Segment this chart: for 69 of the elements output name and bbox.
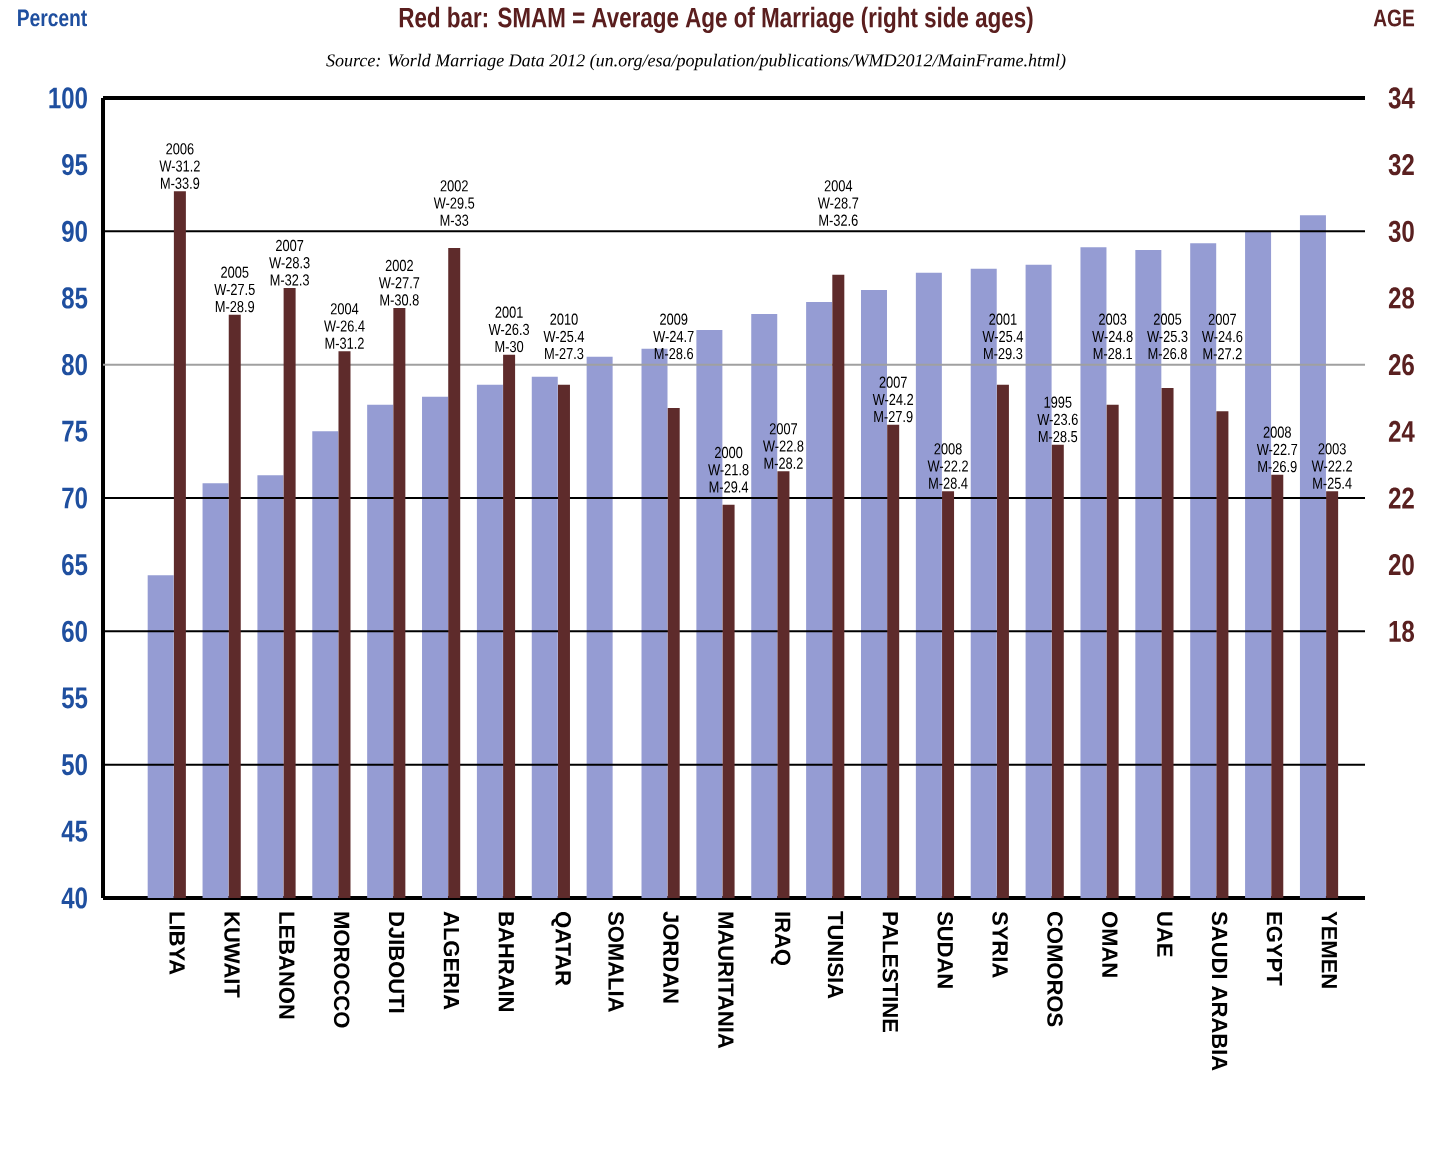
y-tick-label: 55 [62,687,88,709]
annotation: 1995 W-23.6 M-28.5 [1037,396,1078,443]
x-tick-label: DJIBOUTI [388,912,405,1013]
y-tick-label: 45 [61,820,88,842]
y-tick-label: 100 [49,87,87,109]
x-tick-label: UAE [1157,912,1173,957]
y2-axis-title: AGE [1373,9,1415,27]
y-tick-label: 40 [61,887,87,909]
annotation: 2005 W-27.5 M-28.9 [214,266,255,313]
chart-title: Red bar: SMAM = Average Age of Marriage (right side ages) [399,6,1033,34]
y2-tick-label: 32 [1388,154,1414,176]
x-tick-label: LIBYA [169,912,185,975]
annotation: 2004 W-28.7 M-32.6 [817,180,859,226]
x-tick-label: SOMALIA [608,911,624,1012]
annotation: 2001 W-26.3 M-30 [488,306,530,353]
annotation: 2005 W-25.3 M-26.8 [1147,313,1188,360]
x-tick-label: LEBANON [279,912,295,1019]
x-tick-label: PALESTINE [882,912,899,1033]
y2-tick-label: 26 [1388,354,1414,376]
y-tick-label: 65 [62,554,88,576]
y-tick-label: 95 [62,154,88,176]
annotation: 2003 W-24.8 M-28.1 [1092,313,1133,360]
y2-tick-label: 34 [1388,87,1415,109]
annotation: 2010 W-25.4 M-27.3 [543,313,585,360]
x-tick-label: SUDAN [937,911,954,988]
annotation: 2007 W-24.6 M-27.2 [1201,313,1243,360]
y-tick-label: 50 [62,754,87,776]
y-tick-label: 80 [62,354,87,376]
y2-tick-label: 24 [1388,420,1415,442]
annotation: 2009 W-24.7 M-28.6 [653,313,694,360]
x-tick-label: TUNISIA [827,911,844,999]
annotation: 2000 W-21.8 M-29.4 [708,446,749,493]
x-tick-label: SYRIA [992,911,1008,978]
annotation: 2007 W-22.8 M-28.2 [763,423,804,469]
y2-tick-label: 18 [1389,620,1415,642]
x-tick-label: SAUDI ARABIA [1211,911,1228,1071]
y2-tick-label: 20 [1388,554,1414,576]
annotation: 2003 W-22.2 M-25.4 [1311,443,1352,489]
y-tick-label: 75 [62,420,88,442]
x-tick-label: OMAN [1102,911,1118,977]
x-tick-label: QATAR [551,911,571,986]
annotation: 2007 W-28.3 M-32.3 [269,239,310,286]
y-tick-label: 90 [62,220,87,242]
annotation: 2002 W-27.7 M-30.8 [378,259,420,306]
x-tick-label: EGYPT [1266,912,1283,986]
annotation: 2008 W-22.7 M-26.9 [1256,426,1298,473]
annotation: 2002 W-29.5 M-33 [433,180,475,226]
y-axis-title: Percent [18,9,87,27]
y-tick-label: 70 [62,487,87,509]
x-tick-label: IRAQ [770,912,791,966]
y2-tick-label: 22 [1388,487,1414,509]
x-tick-label: KUWAIT [224,912,240,998]
x-tick-label: BAHRAIN [498,912,514,1011]
chart-subtitle: Source: World Marriage Data 2012 (un.org/esa/population/publications/WMD2012/MainFrame.html) [326,53,1066,71]
y-tick-label: 60 [62,620,87,642]
x-tick-label: YEMEN [1321,911,1337,988]
x-tick-label: ALGERIA [443,911,460,1010]
x-tick-label: MAURITANIA [718,912,734,1049]
y-tick-label: 85 [62,287,88,309]
y2-tick-label: 28 [1388,287,1415,309]
x-tick-label: COMOROS [1047,911,1063,1027]
y2-tick-label: 30 [1388,220,1414,242]
x-tick-label: MOROCCO [333,912,350,1028]
annotation: 2007 W-24.2 M-27.9 [872,376,914,423]
annotation: 2006 W-31.2 M-33.9 [159,143,200,189]
annotation: 2008 W-22.2 M-28.4 [927,443,968,489]
annotation: 2004 W-26.4 M-31.2 [324,303,365,349]
annotation: 2001 W-25.4 M-29.3 [982,313,1024,360]
x-tick-label: JORDAN [663,911,679,1003]
